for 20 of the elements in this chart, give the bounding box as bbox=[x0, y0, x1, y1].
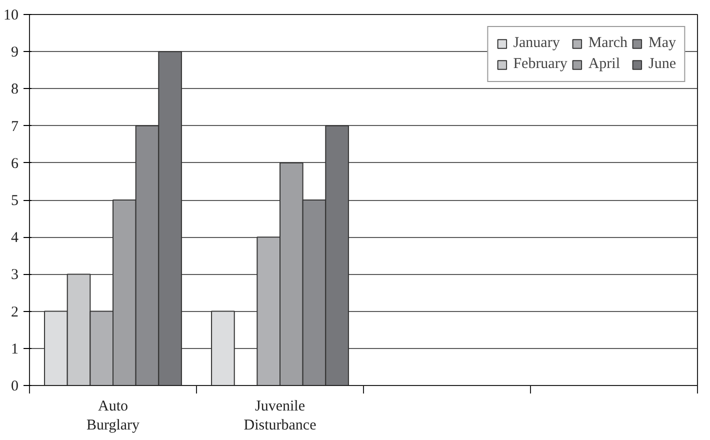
y-tick-label: 1 bbox=[11, 341, 18, 358]
y-tick-label: 8 bbox=[11, 82, 18, 98]
y-tick-label: 3 bbox=[11, 267, 18, 284]
legend-label: March bbox=[588, 35, 628, 52]
legend-label: May bbox=[648, 35, 676, 52]
y-tick-label: 2 bbox=[11, 304, 18, 320]
y-tick-label: 9 bbox=[11, 44, 18, 61]
legend-label: April bbox=[588, 56, 620, 73]
legend-label: January bbox=[513, 35, 560, 52]
y-tick-label: 5 bbox=[11, 193, 18, 209]
legend-label: June bbox=[648, 56, 676, 73]
y-tick-label: 10 bbox=[4, 8, 18, 24]
legend-label: February bbox=[513, 56, 568, 73]
y-tick-label: 7 bbox=[11, 118, 19, 135]
y-tick-label: 4 bbox=[11, 230, 19, 246]
y-tick-label: 0 bbox=[11, 378, 18, 394]
x-tick-label: Auto Burglary bbox=[86, 398, 140, 434]
y-tick-label: 6 bbox=[11, 156, 19, 172]
bar bbox=[211, 310, 235, 386]
x-tick-label: Juvenile Disturbance bbox=[244, 398, 317, 434]
